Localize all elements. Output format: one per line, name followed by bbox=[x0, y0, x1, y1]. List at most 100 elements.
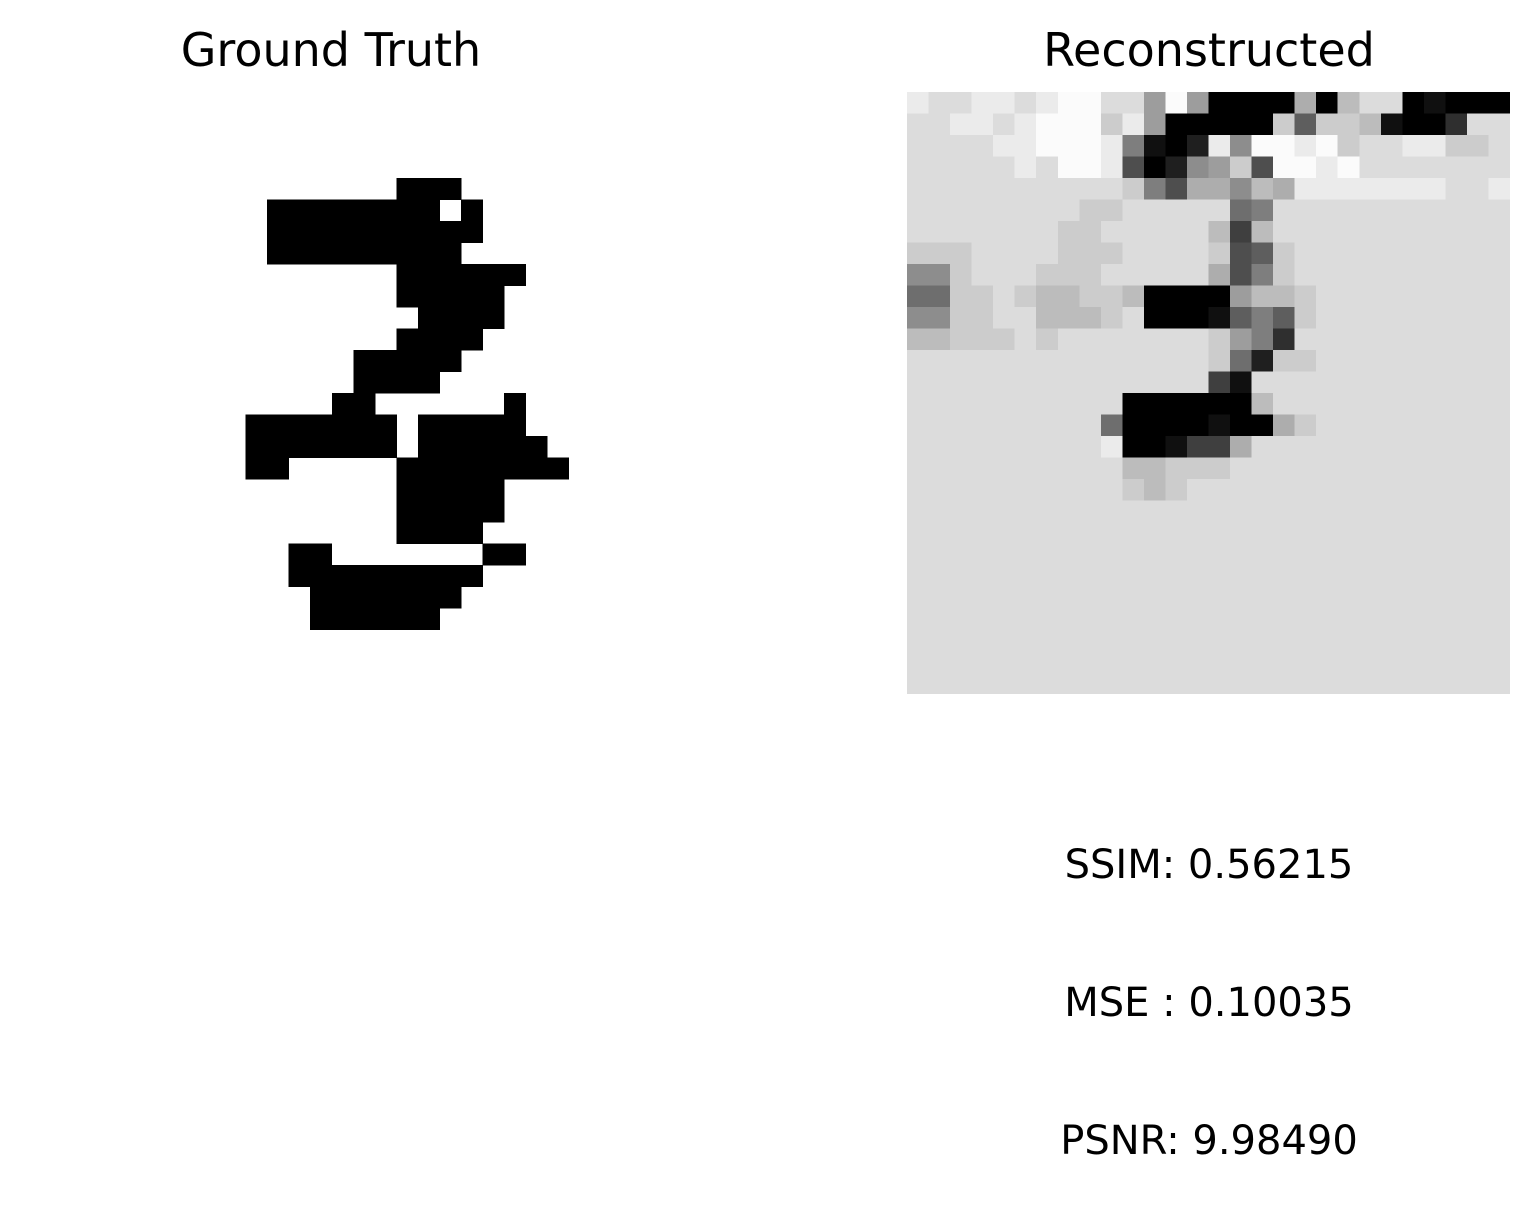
recon-pixel bbox=[993, 393, 1016, 415]
recon-pixel bbox=[1488, 156, 1510, 179]
recon-pixel bbox=[1014, 371, 1037, 394]
recon-pixel bbox=[1100, 328, 1123, 351]
recon-pixel bbox=[993, 178, 1016, 200]
recon-pixel bbox=[1036, 543, 1059, 566]
recon-pixel bbox=[1380, 178, 1403, 200]
recon-pixel bbox=[1251, 500, 1274, 523]
recon-pixel bbox=[1122, 328, 1145, 351]
gt-pixel bbox=[482, 436, 505, 458]
recon-pixel bbox=[1273, 436, 1296, 458]
recon-pixel bbox=[1466, 242, 1489, 265]
recon-pixel bbox=[1423, 500, 1446, 523]
recon-pixel bbox=[1186, 586, 1209, 609]
recon-pixel bbox=[1100, 371, 1123, 394]
recon-pixel bbox=[1079, 393, 1102, 415]
recon-pixel bbox=[1488, 651, 1510, 673]
gt-pixel bbox=[482, 543, 505, 566]
recon-pixel bbox=[1316, 350, 1339, 372]
recon-pixel bbox=[1445, 414, 1468, 437]
recon-pixel bbox=[1208, 221, 1231, 243]
recon-pixel bbox=[1488, 113, 1510, 136]
recon-pixel bbox=[1165, 178, 1188, 200]
recon-pixel bbox=[1337, 264, 1360, 286]
recon-pixel bbox=[1466, 436, 1489, 458]
recon-pixel bbox=[1294, 565, 1317, 587]
recon-pixel bbox=[1100, 156, 1123, 179]
recon-pixel bbox=[1316, 264, 1339, 286]
recon-pixel bbox=[1273, 199, 1296, 222]
recon-pixel bbox=[1057, 242, 1080, 265]
recon-pixel bbox=[1423, 113, 1446, 136]
gt-pixel bbox=[417, 221, 440, 243]
recon-pixel bbox=[1445, 629, 1468, 652]
recon-pixel bbox=[1057, 135, 1080, 157]
recon-pixel bbox=[950, 522, 973, 544]
recon-pixel bbox=[1337, 479, 1360, 501]
recon-pixel bbox=[928, 156, 951, 179]
recon-pixel bbox=[1316, 307, 1339, 329]
recon-pixel bbox=[907, 436, 929, 458]
recon-pixel bbox=[1186, 436, 1209, 458]
recon-pixel bbox=[1488, 457, 1510, 480]
recon-pixel bbox=[1230, 199, 1253, 222]
recon-pixel bbox=[1294, 328, 1317, 351]
recon-pixel bbox=[1294, 414, 1317, 437]
recon-pixel bbox=[1165, 307, 1188, 329]
recon-pixel bbox=[1466, 371, 1489, 394]
recon-pixel bbox=[1402, 221, 1425, 243]
gt-pixel bbox=[310, 436, 333, 458]
recon-pixel bbox=[1402, 135, 1425, 157]
recon-pixel bbox=[950, 156, 973, 179]
recon-pixel bbox=[907, 113, 929, 136]
gt-pixel bbox=[460, 328, 483, 351]
recon-pixel bbox=[1057, 350, 1080, 372]
recon-pixel bbox=[993, 651, 1016, 673]
recon-pixel bbox=[1488, 178, 1510, 200]
recon-pixel bbox=[1208, 629, 1231, 652]
recon-pixel bbox=[1337, 565, 1360, 587]
recon-pixel bbox=[1251, 457, 1274, 480]
recon-pixel bbox=[1359, 350, 1382, 372]
recon-pixel bbox=[1100, 242, 1123, 265]
recon-pixel bbox=[1186, 608, 1209, 630]
recon-pixel bbox=[1143, 135, 1166, 157]
recon-pixel bbox=[1380, 543, 1403, 566]
recon-pixel bbox=[993, 565, 1016, 587]
recon-pixel bbox=[1100, 135, 1123, 157]
recon-pixel bbox=[1423, 350, 1446, 372]
gt-pixel bbox=[374, 565, 397, 587]
recon-pixel bbox=[1186, 672, 1209, 694]
recon-pixel bbox=[1294, 156, 1317, 179]
recon-pixel bbox=[1273, 651, 1296, 673]
recon-pixel bbox=[907, 371, 929, 394]
recon-pixel bbox=[1316, 371, 1339, 394]
recon-pixel bbox=[950, 651, 973, 673]
recon-pixel bbox=[1143, 350, 1166, 372]
recon-pixel bbox=[1165, 436, 1188, 458]
recon-pixel bbox=[1143, 285, 1166, 308]
gt-pixel bbox=[374, 221, 397, 243]
gt-pixel bbox=[310, 242, 333, 265]
recon-pixel bbox=[1402, 178, 1425, 200]
recon-pixel bbox=[1014, 436, 1037, 458]
recon-pixel bbox=[1316, 393, 1339, 415]
gt-pixel bbox=[504, 457, 527, 480]
recon-pixel bbox=[907, 672, 929, 694]
recon-pixel bbox=[993, 199, 1016, 222]
gt-pixel bbox=[310, 608, 333, 630]
recon-pixel bbox=[928, 479, 951, 501]
recon-pixel bbox=[1079, 565, 1102, 587]
recon-pixel bbox=[1014, 565, 1037, 587]
gt-pixel bbox=[267, 457, 290, 480]
gt-pixel bbox=[288, 414, 311, 437]
recon-pixel bbox=[928, 414, 951, 437]
recon-pixel bbox=[1488, 672, 1510, 694]
recon-pixel bbox=[1445, 457, 1468, 480]
recon-pixel bbox=[907, 178, 929, 200]
recon-pixel bbox=[1014, 178, 1037, 200]
recon-pixel bbox=[1294, 543, 1317, 566]
recon-pixel bbox=[1100, 522, 1123, 544]
recon-pixel bbox=[1316, 113, 1339, 136]
recon-pixel bbox=[1100, 565, 1123, 587]
recon-pixel bbox=[1294, 651, 1317, 673]
